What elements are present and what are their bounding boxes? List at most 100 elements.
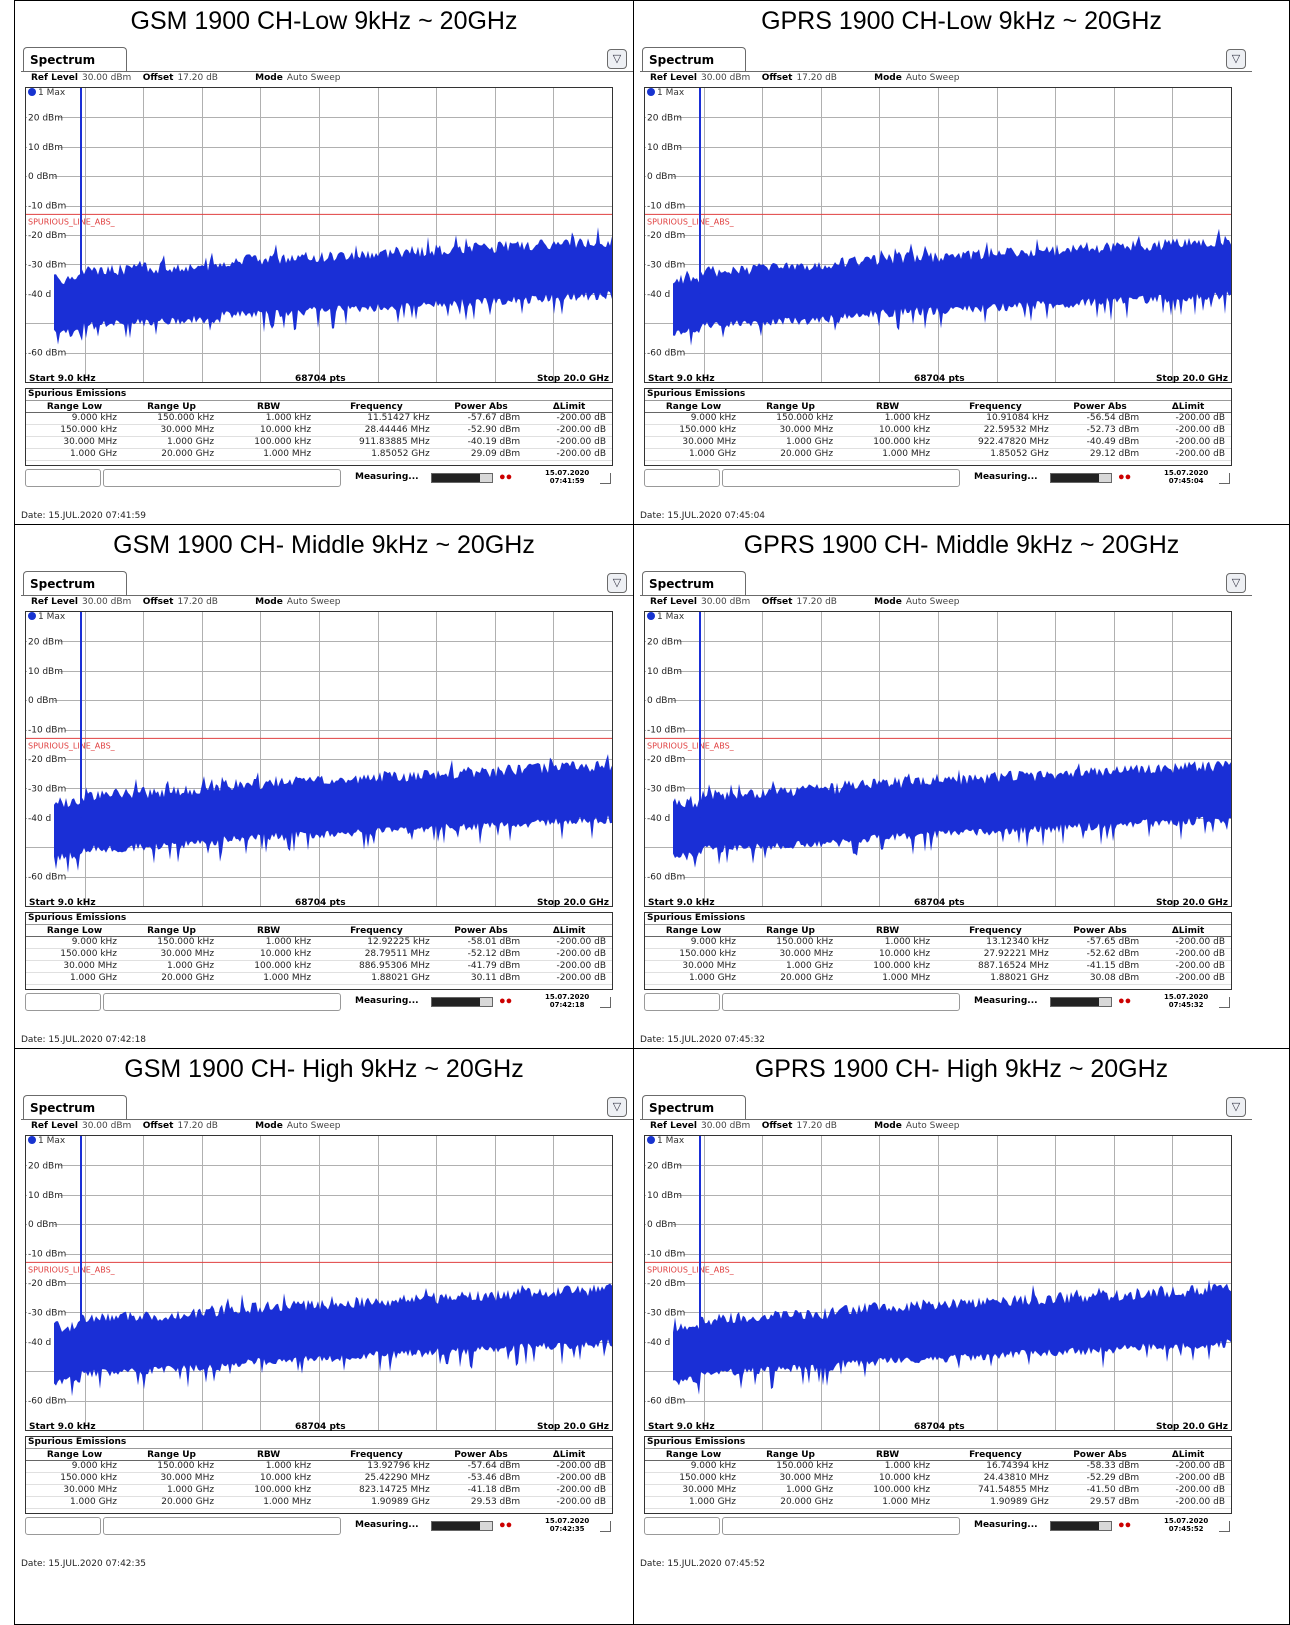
carrier-spike: [80, 1136, 82, 1342]
y-tick-label: -10 dBm: [647, 202, 685, 212]
stop-frequency: Stop 20.0 GHz: [536, 374, 609, 384]
resize-grip-icon[interactable]: [600, 1521, 611, 1532]
menu-icon[interactable]: ▽: [1226, 1097, 1246, 1117]
spectrum-plot-svg: 20 dBm 10 dBm 0 dBm -10 dBm -20 dBm -30 dBm -4…: [26, 88, 612, 382]
ref-level-value: 30.00 dBm: [81, 597, 132, 607]
y-tick-label: -30 dBm: [28, 1308, 66, 1318]
ref-level-value: 30.00 dBm: [700, 73, 751, 83]
table-cell: 150.000 kHz: [26, 424, 124, 437]
trace-indicator: 1 Max: [28, 612, 65, 622]
table-cell: 1.90989 GHz: [936, 1496, 1055, 1509]
table-cell: 100.000 kHz: [839, 1484, 937, 1497]
y-tick-label: 10 dBm: [28, 143, 63, 153]
table-cell: -52.12 dBm: [435, 948, 527, 961]
spectrum-analyzer-screen: Spectrum ▽ Ref Level 30.00 dBm Offset 17.2…: [21, 567, 633, 1027]
resize-grip-icon[interactable]: [1219, 997, 1230, 1008]
menu-icon[interactable]: ▽: [1226, 49, 1246, 69]
table-cell: 1.85052 GHz: [936, 448, 1055, 461]
column-header: Range Up: [742, 1449, 840, 1461]
trace-dot-icon: [28, 88, 36, 96]
table-cell: 20.000 GHz: [123, 1496, 221, 1509]
sweep-progress-bar: [1050, 1521, 1112, 1531]
sweep-footer: Start 9.0 kHz 68704 pts Stop 20.0 GHz: [644, 374, 1232, 386]
table-cell: 30.11 dBm: [435, 972, 527, 985]
tab-spectrum[interactable]: Spectrum: [642, 47, 746, 71]
table-header-row: Range Low Range Up RBW Frequency Power Abs ΔL…: [26, 925, 612, 937]
menu-icon[interactable]: ▽: [607, 1097, 627, 1117]
settings-header: Ref Level 30.00 dBm Offset 17.20 dB Mode Au…: [650, 73, 959, 83]
table-row: 150.000 kHz 30.000 MHz 10.000 kHz 28.79511 …: [26, 948, 612, 961]
status-field-message: [722, 993, 960, 1011]
mode-label: Mode: [255, 597, 283, 607]
table-cell: 9.000 kHz: [645, 936, 743, 949]
tab-divider: [21, 1119, 633, 1120]
table-cell: 150.000 kHz: [742, 412, 840, 425]
ref-level-value: 30.00 dBm: [81, 73, 132, 83]
menu-icon[interactable]: ▽: [1226, 573, 1246, 593]
start-frequency: Start 9.0 kHz: [29, 374, 96, 384]
mode-value: Auto Sweep: [286, 73, 341, 83]
trace-dot-icon: [647, 88, 655, 96]
results-table: Range Low Range Up RBW Frequency Power Abs ΔL…: [26, 925, 612, 985]
y-tick-label: 20 dBm: [647, 1161, 682, 1171]
trace-indicator: 1 Max: [647, 612, 684, 622]
table-cell: -200.00 dB: [526, 960, 612, 973]
tab-spectrum[interactable]: Spectrum: [642, 571, 746, 595]
table-row: 150.000 kHz 30.000 MHz 10.000 kHz 24.43810 …: [645, 1472, 1231, 1485]
table-row: 150.000 kHz 30.000 MHz 10.000 kHz 27.92221 …: [645, 948, 1231, 961]
table-cell: -200.00 dB: [526, 1496, 612, 1509]
stop-frequency: Stop 20.0 GHz: [536, 1422, 609, 1432]
table-cell: 1.000 MHz: [839, 1496, 937, 1509]
sweep-footer: Start 9.0 kHz 68704 pts Stop 20.0 GHz: [25, 898, 613, 910]
status-field-left: [644, 1517, 720, 1535]
column-header: Range Up: [123, 1449, 221, 1461]
column-header: Range Up: [742, 401, 840, 413]
spectrum-analyzer-screen: Spectrum ▽ Ref Level 30.00 dBm Offset 17.2…: [21, 1091, 633, 1551]
sweep-progress-bar: [1050, 473, 1112, 483]
tab-spectrum[interactable]: Spectrum: [23, 1095, 127, 1119]
table-cell: 10.000 kHz: [839, 948, 937, 961]
table-cell: 30.000 MHz: [742, 1472, 840, 1485]
table-cell: 30.000 MHz: [123, 424, 221, 437]
table-cell: 1.000 kHz: [220, 936, 318, 949]
measurement-panel: GSM 1900 CH-Low 9kHz ~ 20GHz Spectrum ▽ …: [14, 0, 634, 525]
y-tick-label: -30 dBm: [28, 784, 66, 794]
stop-frequency: Stop 20.0 GHz: [536, 898, 609, 908]
tab-spectrum[interactable]: Spectrum: [23, 47, 127, 71]
menu-icon[interactable]: ▽: [607, 49, 627, 69]
spectrum-plot-svg: 20 dBm 10 dBm 0 dBm -10 dBm -20 dBm -30 dBm -4…: [645, 612, 1231, 906]
offset-value: 17.20 dB: [177, 597, 218, 607]
column-header: ΔLimit: [526, 1449, 612, 1461]
table-row: 30.000 MHz 1.000 GHz 100.000 kHz 886.95306 …: [26, 960, 612, 973]
table-cell: -40.49 dBm: [1054, 436, 1146, 449]
table-cell: 20.000 GHz: [123, 972, 221, 985]
table-cell: 1.85052 GHz: [317, 448, 436, 461]
table-cell: 30.000 MHz: [26, 960, 124, 973]
table-cell: 20.000 GHz: [123, 448, 221, 461]
spectrum-plot-svg: 20 dBm 10 dBm 0 dBm -10 dBm -20 dBm -30 dBm -4…: [26, 612, 612, 906]
resize-grip-icon[interactable]: [1219, 473, 1230, 484]
table-cell: 27.92221 MHz: [936, 948, 1055, 961]
menu-icon[interactable]: ▽: [607, 573, 627, 593]
trace-label: 1 Max: [657, 612, 685, 622]
tab-spectrum[interactable]: Spectrum: [23, 571, 127, 595]
spectrum-plot: 20 dBm 10 dBm 0 dBm -10 dBm -20 dBm -30 dBm -4…: [644, 1135, 1232, 1431]
resize-grip-icon[interactable]: [600, 997, 611, 1008]
settings-header: Ref Level 30.00 dBm Offset 17.20 dB Mode Au…: [650, 597, 959, 607]
measurement-panel: GPRS 1900 CH- High 9kHz ~ 20GHz Spectrum…: [633, 1048, 1290, 1625]
column-header: RBW: [220, 925, 318, 937]
resize-grip-icon[interactable]: [600, 473, 611, 484]
ref-level-value: 30.00 dBm: [81, 1121, 132, 1131]
status-field-left: [25, 1517, 101, 1535]
table-cell: 823.14725 MHz: [317, 1484, 436, 1497]
overload-indicator-icon: ●●: [499, 1519, 513, 1531]
trace-indicator: 1 Max: [28, 1136, 65, 1146]
spurious-title: Spurious Emissions: [645, 389, 1231, 401]
tab-spectrum[interactable]: Spectrum: [642, 1095, 746, 1119]
spectrum-plot-svg: 20 dBm 10 dBm 0 dBm -10 dBm -20 dBm -30 dBm -4…: [645, 1136, 1231, 1430]
resize-grip-icon[interactable]: [1219, 1521, 1230, 1532]
table-row: 150.000 kHz 30.000 MHz 10.000 kHz 22.59532 …: [645, 424, 1231, 437]
table-row: 9.000 kHz 150.000 kHz 1.000 kHz 11.51427 kH…: [26, 412, 612, 425]
tab-divider: [640, 71, 1252, 72]
table-cell: 29.53 dBm: [435, 1496, 527, 1509]
